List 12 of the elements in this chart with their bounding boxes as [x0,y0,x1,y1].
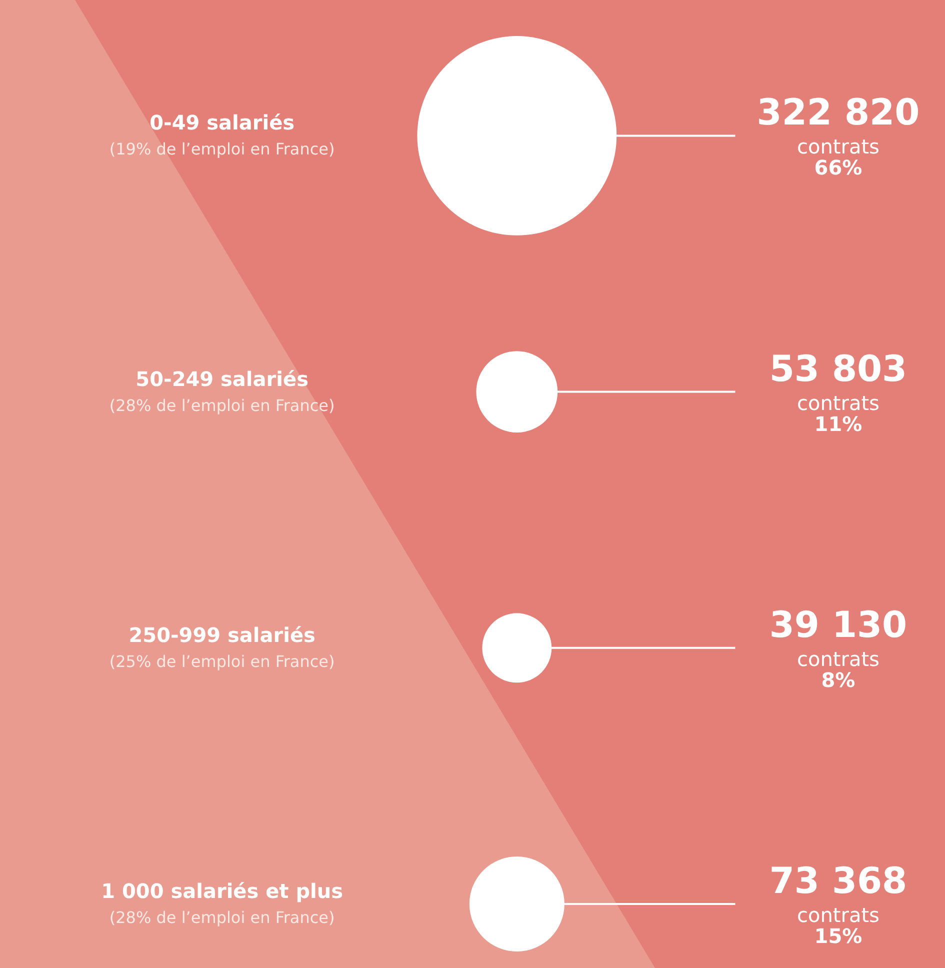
category-label: 250-999 salariés [128,622,316,647]
text: (28% de l’emploi en France) [109,908,335,927]
text: (19% de l’emploi en France) [109,140,335,159]
data-label: 73 368 [769,860,908,902]
data-label: 53 803 [769,348,908,390]
text: (28% de l’emploi en France) [109,396,335,415]
category-label: 1 000 salariés et plus [101,878,344,903]
data-label: 322 820 [756,92,920,134]
category-label: 50-249 salariés [136,366,308,391]
category-label: 0-49 salariés [150,110,295,135]
data-label: 39 130 [769,604,908,646]
text: (25% de l’emploi en France) [109,652,335,671]
